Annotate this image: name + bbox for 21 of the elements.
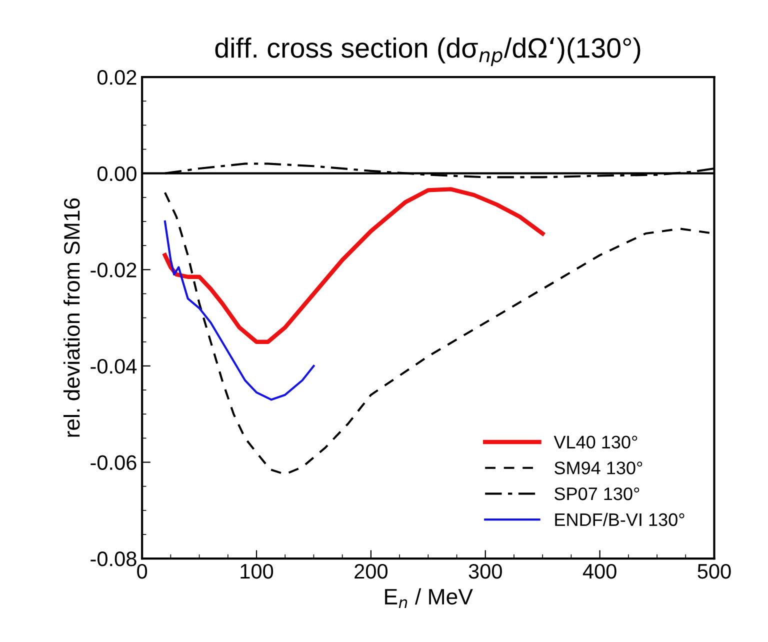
y-tick-label: -0.02 (90, 262, 136, 278)
legend-label: VL40 130° (554, 436, 638, 449)
y-tick-label: -0.04 (90, 358, 137, 374)
y-axis-title: rel. deviation from SM16 (63, 198, 80, 437)
legend-label: SP07 130° (554, 487, 640, 500)
x-tick-label: 500 (698, 564, 731, 579)
x-axis-title: E$_{n}$ / MeV (385, 588, 473, 608)
y-tick-label: 0.00 (97, 166, 136, 182)
line-series (162, 187, 545, 344)
x-tick-label: 100 (240, 564, 274, 579)
y-tick-label: -0.06 (90, 455, 136, 470)
x-tick-label: 0 (137, 564, 148, 579)
x-tick-label: 300 (468, 564, 502, 579)
legend-label: ENDF/B-VI 130° (555, 512, 684, 526)
x-tick-label: 400 (582, 564, 616, 579)
x-tick-label: 200 (354, 564, 388, 579)
chart-title: diff. cross section (dσ$_{np}$/dΩ‘)(130°) (215, 37, 640, 66)
y-tick-label: -0.08 (90, 552, 136, 566)
line-series (164, 220, 315, 401)
y-tick-label: 0.02 (97, 70, 136, 85)
legend-label: SM94 130° (554, 462, 642, 474)
